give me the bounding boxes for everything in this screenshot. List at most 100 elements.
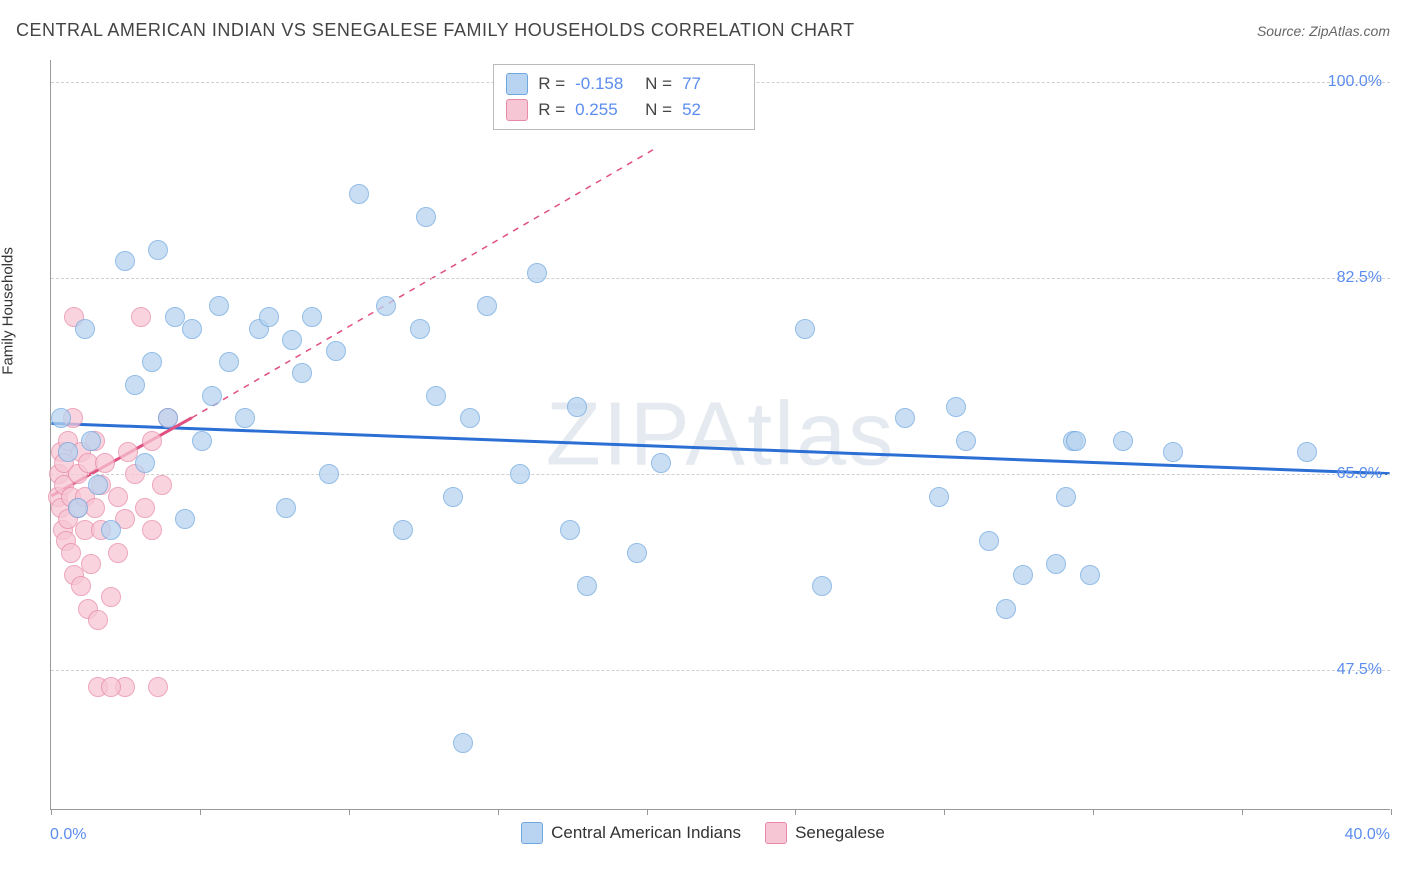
scatter-point-a (510, 464, 530, 484)
stats-row-b: R = 0.255 N = 52 (506, 97, 742, 123)
x-tick (647, 809, 648, 815)
scatter-point-a (51, 408, 71, 428)
scatter-point-a (58, 442, 78, 462)
legend-swatch-a (521, 822, 543, 844)
scatter-point-a (135, 453, 155, 473)
scatter-point-a (979, 531, 999, 551)
scatter-point-b (95, 453, 115, 473)
watermark-text: ZIPAtlas (546, 383, 895, 486)
scatter-point-a (812, 576, 832, 596)
stat-r-label: R = (538, 74, 565, 94)
scatter-point-b (152, 475, 172, 495)
scatter-point-a (276, 498, 296, 518)
scatter-point-a (175, 509, 195, 529)
scatter-point-a (416, 207, 436, 227)
scatter-point-b (142, 520, 162, 540)
scatter-point-a (282, 330, 302, 350)
stats-swatch-b (506, 99, 528, 121)
legend-swatch-b (765, 822, 787, 844)
scatter-point-a (115, 251, 135, 271)
scatter-point-b (88, 610, 108, 630)
scatter-point-a (101, 520, 121, 540)
scatter-point-a (202, 386, 222, 406)
y-tick-label: 100.0% (1328, 73, 1382, 91)
scatter-point-a (319, 464, 339, 484)
scatter-point-a (1163, 442, 1183, 462)
y-tick-label: 65.0% (1337, 465, 1382, 483)
scatter-point-a (1046, 554, 1066, 574)
scatter-point-a (795, 319, 815, 339)
stat-r-value: 0.255 (575, 100, 635, 120)
scatter-point-b (131, 307, 151, 327)
scatter-point-a (81, 431, 101, 451)
legend-label-a: Central American Indians (551, 823, 741, 843)
scatter-point-a (148, 240, 168, 260)
scatter-point-a (219, 352, 239, 372)
chart-title: CENTRAL AMERICAN INDIAN VS SENEGALESE FA… (16, 20, 855, 41)
scatter-point-a (292, 363, 312, 383)
y-tick-label: 47.5% (1337, 661, 1382, 679)
stat-n-value: 52 (682, 100, 742, 120)
stat-n-label: N = (645, 74, 672, 94)
scatter-point-a (75, 319, 95, 339)
scatter-point-a (527, 263, 547, 283)
scatter-point-a (443, 487, 463, 507)
scatter-point-a (376, 296, 396, 316)
legend-item-b: Senegalese (765, 822, 885, 844)
y-axis-title: Family Households (0, 247, 17, 375)
stat-r-value: -0.158 (575, 74, 635, 94)
scatter-point-a (125, 375, 145, 395)
trend-lines-layer (51, 60, 1390, 809)
source-value: ZipAtlas.com (1309, 23, 1390, 39)
scatter-point-b (148, 677, 168, 697)
legend-label-b: Senegalese (795, 823, 885, 843)
title-bar: CENTRAL AMERICAN INDIAN VS SENEGALESE FA… (16, 20, 1390, 41)
x-tick (944, 809, 945, 815)
scatter-point-a (142, 352, 162, 372)
scatter-point-b (135, 498, 155, 518)
scatter-point-b (108, 487, 128, 507)
scatter-point-b (101, 587, 121, 607)
gridline-h (51, 474, 1390, 475)
x-tick (349, 809, 350, 815)
scatter-point-a (453, 733, 473, 753)
source-label: Source: (1257, 23, 1305, 39)
trend-line-b-ext (192, 149, 654, 417)
scatter-point-a (1297, 442, 1317, 462)
scatter-point-a (426, 386, 446, 406)
scatter-point-a (577, 576, 597, 596)
legend-item-a: Central American Indians (521, 822, 741, 844)
scatter-point-a (1080, 565, 1100, 585)
scatter-point-a (410, 319, 430, 339)
scatter-point-a (192, 431, 212, 451)
scatter-point-b (61, 543, 81, 563)
stat-n-label: N = (645, 100, 672, 120)
x-tick (795, 809, 796, 815)
scatter-point-a (567, 397, 587, 417)
scatter-point-a (929, 487, 949, 507)
scatter-point-a (158, 408, 178, 428)
scatter-point-a (1066, 431, 1086, 451)
x-tick (498, 809, 499, 815)
scatter-point-a (460, 408, 480, 428)
scatter-point-a (956, 431, 976, 451)
stats-swatch-a (506, 73, 528, 95)
scatter-point-a (68, 498, 88, 518)
x-tick (51, 809, 52, 815)
scatter-point-a (560, 520, 580, 540)
scatter-point-b (101, 677, 121, 697)
bottom-legend: Central American Indians Senegalese (0, 822, 1406, 844)
scatter-point-a (651, 453, 671, 473)
stat-r-label: R = (538, 100, 565, 120)
stats-box: R =-0.158N =77R =0.255N =52 (493, 64, 755, 130)
scatter-point-a (1113, 431, 1133, 451)
scatter-point-b (142, 431, 162, 451)
scatter-point-a (1056, 487, 1076, 507)
scatter-point-a (1013, 565, 1033, 585)
scatter-point-a (895, 408, 915, 428)
scatter-point-a (946, 397, 966, 417)
scatter-point-a (393, 520, 413, 540)
scatter-point-a (302, 307, 322, 327)
scatter-point-a (326, 341, 346, 361)
scatter-point-a (996, 599, 1016, 619)
